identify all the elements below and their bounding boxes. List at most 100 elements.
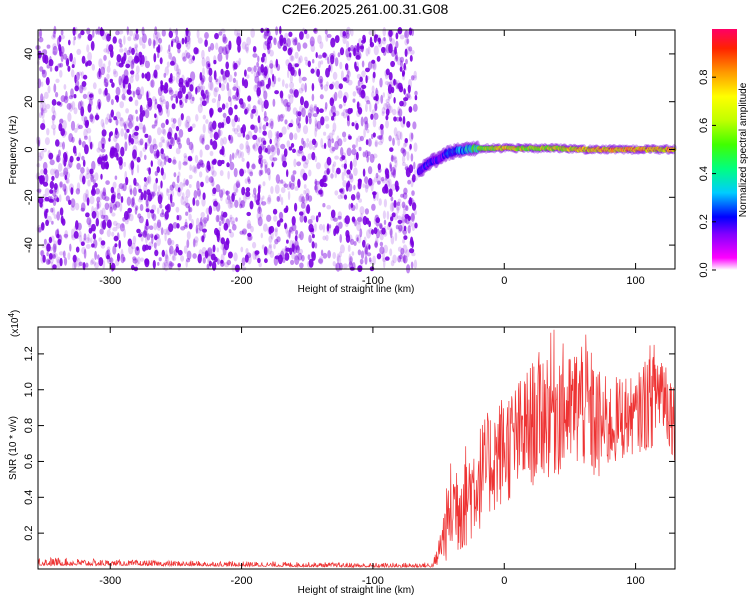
noise-speck: [201, 57, 206, 67]
noise-speck: [262, 83, 266, 94]
noise-speck: [365, 75, 368, 84]
noise-speck: [348, 203, 351, 210]
noise-speck: [208, 176, 214, 183]
noise-speck: [165, 119, 169, 125]
noise-speck: [376, 34, 381, 43]
noise-speck: [180, 226, 186, 231]
noise-speck: [325, 67, 330, 78]
noise-speck: [116, 192, 121, 200]
noise-speck: [58, 44, 62, 52]
noise-speck: [120, 248, 124, 259]
noise-speck: [120, 196, 124, 203]
noise-speck: [220, 243, 226, 251]
noise-speck: [139, 138, 144, 146]
noise-speck: [170, 60, 175, 66]
noise-speck: [294, 186, 299, 191]
noise-speck: [364, 182, 370, 189]
noise-speck: [258, 202, 261, 213]
noise-speck: [152, 138, 157, 148]
noise-speck: [99, 209, 103, 217]
noise-speck: [164, 211, 169, 220]
noise-speck: [68, 199, 72, 205]
noise-speck: [395, 82, 399, 90]
noise-speck: [142, 43, 146, 49]
noise-speck: [207, 259, 212, 270]
noise-speck: [329, 109, 334, 117]
noise-speck: [146, 176, 151, 184]
noise-speck: [115, 118, 119, 126]
noise-speck: [174, 36, 180, 44]
noise-speck: [133, 177, 137, 186]
noise-speck: [407, 225, 411, 234]
noise-speck: [209, 248, 213, 257]
noise-speck: [200, 77, 204, 86]
noise-speck: [100, 148, 106, 153]
noise-speck: [106, 65, 111, 73]
noise-speck: [366, 155, 370, 163]
noise-speck: [280, 179, 284, 184]
noise-speck: [126, 128, 130, 133]
noise-speck: [224, 69, 230, 78]
noise-speck: [244, 108, 248, 115]
noise-speck: [225, 115, 231, 125]
noise-speck: [310, 68, 315, 74]
noise-speck: [401, 100, 407, 107]
noise-speck: [112, 220, 118, 226]
noise-speck: [364, 95, 370, 103]
noise-speck: [406, 121, 411, 128]
noise-speck: [203, 232, 206, 239]
noise-speck: [273, 37, 277, 46]
noise-speck: [118, 239, 121, 249]
noise-speck: [343, 101, 346, 107]
noise-speck: [260, 232, 263, 239]
noise-speck: [262, 195, 265, 200]
noise-speck: [113, 136, 118, 143]
noise-speck: [105, 180, 110, 186]
noise-speck: [372, 153, 378, 159]
noise-speck: [142, 231, 145, 237]
noise-speck: [59, 257, 63, 267]
noise-speck: [292, 63, 297, 69]
noise-speck: [388, 81, 393, 87]
noise-speck: [403, 97, 409, 102]
noise-speck: [395, 185, 400, 191]
noise-speck: [357, 80, 361, 87]
noise-speck: [87, 179, 91, 187]
noise-speck: [209, 131, 213, 139]
noise-speck: [135, 109, 138, 115]
noise-speck: [157, 44, 161, 54]
noise-speck: [390, 30, 395, 36]
noise-speck: [143, 177, 147, 182]
noise-speck: [338, 251, 342, 258]
noise-speck: [337, 52, 341, 58]
noise-speck: [175, 243, 179, 248]
noise-speck: [97, 26, 101, 36]
noise-speck: [299, 31, 304, 40]
noise-speck: [327, 56, 330, 65]
noise-speck: [128, 245, 134, 255]
noise-speck: [136, 246, 139, 251]
noise-speck: [355, 202, 359, 210]
noise-speck: [347, 115, 350, 122]
noise-speck: [62, 171, 69, 178]
noise-speck: [319, 94, 324, 100]
noise-speck: [307, 153, 313, 160]
noise-speck: [391, 183, 396, 191]
noise-speck: [68, 133, 74, 143]
noise-speck: [39, 150, 44, 160]
noise-speck: [164, 66, 169, 76]
noise-speck: [277, 77, 281, 82]
noise-speck: [151, 190, 156, 198]
noise-speck: [222, 36, 228, 44]
noise-speck: [122, 85, 127, 95]
noise-speck: [173, 62, 179, 72]
noise-speck: [253, 187, 257, 195]
noise-speck: [249, 171, 254, 177]
noise-speck: [262, 140, 267, 145]
noise-speck: [369, 259, 373, 265]
noise-speck: [74, 256, 79, 262]
noise-speck: [320, 138, 324, 148]
noise-speck: [361, 89, 364, 95]
noise-speck: [173, 172, 177, 178]
noise-speck: [303, 100, 309, 109]
